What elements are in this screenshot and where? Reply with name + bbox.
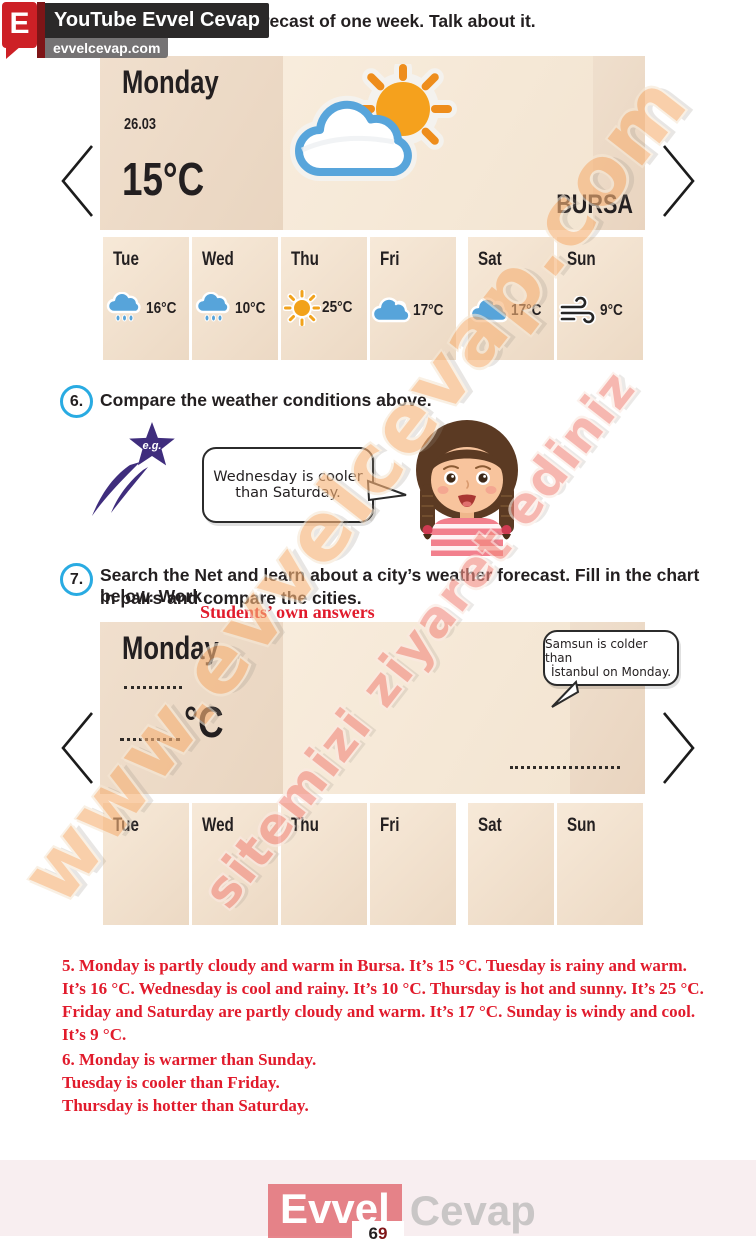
forecast-day: Monday — [122, 630, 219, 666]
exercise6-prompt: Compare the weather conditions above. — [100, 390, 432, 410]
day-label: Fri — [380, 815, 400, 836]
forecast-day: Monday — [122, 64, 219, 100]
bubble-line: İstanbul on Monday. — [550, 665, 672, 679]
day-cell-wed: Wed 10°C — [192, 237, 278, 360]
bursa-days-row: Tue 16°C Wed 10°C — [103, 237, 646, 360]
logo-evvel: Evvel — [268, 1184, 402, 1238]
day-cell-thu: Thu 25°C — [281, 237, 367, 360]
speech-bubble-example: Wednesday is cooler than Saturday. — [202, 447, 374, 523]
exercise7-prompt-line1: Search the Net and learn about a city’s … — [100, 565, 700, 606]
carousel-prev-button[interactable] — [58, 143, 96, 219]
bubble-tail — [551, 680, 580, 708]
day-temp: 17°C — [511, 302, 542, 319]
forecast-main-panel: Monday °C — [100, 622, 283, 794]
bubble-line: Samsun is colder than — [545, 637, 648, 665]
exercise6-number: 6. — [60, 385, 93, 418]
day-cell-fri: Fri — [370, 803, 456, 925]
day-cell-tue: Tue 16°C — [103, 237, 189, 360]
evvelcevap-footer-logo: Evvel Cevap — [268, 1184, 536, 1238]
day-cell-wed: Wed — [192, 803, 278, 925]
blank-days-row: Tue Wed Thu Fri Sat Sun — [103, 803, 646, 925]
carousel-prev-button[interactable] — [58, 710, 96, 786]
day-cell-fri: Fri 17°C — [370, 237, 456, 360]
day-label: Wed — [202, 249, 234, 270]
forecast-city: BURSA — [556, 189, 633, 219]
carousel-next-button[interactable] — [660, 143, 698, 219]
day-cell-tue: Tue — [103, 803, 189, 925]
day-temp: 10°C — [235, 300, 266, 317]
forecast-city-panel — [593, 56, 645, 230]
day-temp: 17°C — [413, 302, 444, 319]
youtube-channel-banner: YouTube Evvel Cevap — [45, 3, 269, 38]
task5-text-fragment: orecast of one week. Talk about it. — [252, 11, 536, 31]
day-label: Sun — [567, 249, 596, 270]
day-label: Sat — [478, 815, 502, 836]
exercise7-prompt-line2: in pairs and compare the cities. — [100, 588, 362, 608]
cloud-icon — [372, 297, 411, 323]
day-label: Thu — [291, 815, 319, 836]
logo-cevap: Cevap — [409, 1187, 536, 1234]
days-gap — [459, 237, 468, 360]
bubble-line: than Saturday. — [235, 485, 341, 501]
page-number: 69 — [352, 1221, 404, 1247]
day-cell-sun: Sun 9°C — [557, 237, 643, 360]
forecast-temperature: 15°C — [122, 153, 205, 205]
bubble-tail — [366, 479, 407, 502]
bubble-line: Wednesday is cooler — [213, 469, 363, 485]
answer-5: 5. Monday is partly cloudy and warm in B… — [62, 956, 704, 1044]
answer-6-line: Thursday is hotter than Saturday. — [62, 1096, 309, 1115]
cloud-icon — [470, 297, 509, 323]
day-cell-thu: Thu — [281, 803, 367, 925]
day-cell-sat: Sat — [468, 803, 554, 925]
badge-strip — [37, 2, 45, 58]
day-label: Wed — [202, 815, 234, 836]
day-temp: 16°C — [146, 300, 177, 317]
exercise7-number: 7. — [60, 563, 93, 596]
answer-6-line: 6. Monday is warmer than Sunday. — [62, 1050, 317, 1069]
date-blank-line[interactable] — [124, 686, 182, 689]
evvelcevap-logo-badge: E — [2, 2, 37, 48]
sun-icon — [283, 290, 321, 326]
carousel-next-button[interactable] — [660, 710, 698, 786]
site-url-banner: evvelcevap.com — [45, 38, 169, 58]
badge-letter: E — [9, 7, 30, 40]
sun-behind-cloud-icon — [290, 64, 457, 181]
rain-icon — [195, 292, 230, 322]
days-gap — [459, 803, 468, 925]
day-temp: 9°C — [600, 302, 623, 319]
forecast-date: 26.03 — [124, 116, 157, 133]
degree-symbol: °C — [184, 698, 224, 747]
day-label: Fri — [380, 249, 400, 270]
girl-character — [416, 420, 518, 556]
rain-icon — [106, 292, 141, 322]
forecast-main-panel: Monday 26.03 15°C — [100, 56, 283, 230]
students-own-answers-note: Students’ own answers — [200, 602, 375, 622]
temperature-blank-line[interactable] — [120, 738, 180, 741]
example-star-icon: e.g. — [92, 422, 175, 516]
day-label: Sun — [567, 815, 596, 836]
page-number-digit: 6 — [368, 1224, 378, 1243]
answer-6-line: Tuesday is cooler than Friday. — [62, 1073, 280, 1092]
day-label: Thu — [291, 249, 319, 270]
page-number-digit: 9 — [378, 1224, 388, 1243]
speech-bubble-samsun: Samsun is colder than İstanbul on Monday… — [543, 630, 679, 686]
day-cell-sat: Sat 17°C — [468, 237, 554, 360]
day-temp: 25°C — [322, 299, 353, 316]
day-label: Tue — [113, 249, 139, 270]
wind-icon — [559, 296, 596, 325]
example-tag: e.g. — [143, 440, 162, 452]
day-label: Tue — [113, 815, 139, 836]
city-blank-line[interactable] — [510, 766, 620, 769]
bursa-forecast-widget: Monday 26.03 15°C BURSA — [100, 56, 645, 230]
forecast-icon-panel — [283, 622, 570, 794]
day-label: Sat — [478, 249, 502, 270]
day-cell-sun: Sun — [557, 803, 643, 925]
answer-6: 6. Monday is warmer than Sunday. Tuesday… — [62, 1048, 714, 1117]
badge-tail — [6, 46, 21, 59]
